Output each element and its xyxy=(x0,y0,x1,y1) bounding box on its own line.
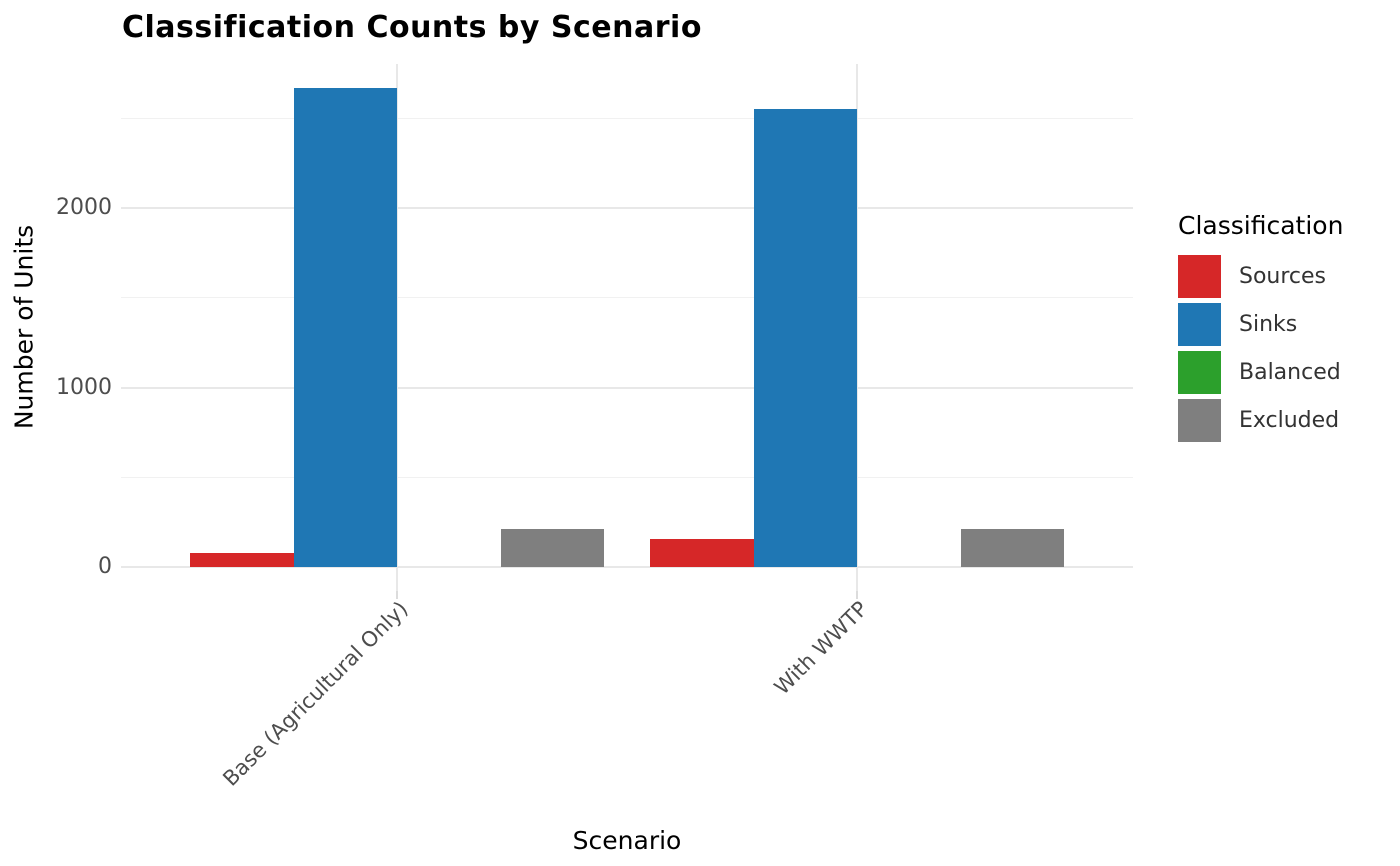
bar-sources-1 xyxy=(650,539,754,568)
y-major-gridline-1000 xyxy=(121,386,1133,389)
legend-entries: Sources Sinks Balanced Excluded xyxy=(1178,255,1343,442)
legend-label-sources: Sources xyxy=(1239,264,1327,289)
legend-swatch-excluded xyxy=(1178,399,1221,442)
y-tick-label-0: 0 xyxy=(98,554,112,580)
legend-label-sinks: Sinks xyxy=(1239,312,1298,337)
legend-entry-balanced: Balanced xyxy=(1178,351,1343,394)
y-minor-gridline-500 xyxy=(121,476,1133,478)
y-tick-label-2000: 2000 xyxy=(56,195,112,221)
y-major-gridline-2000 xyxy=(121,207,1133,210)
legend-entry-excluded: Excluded xyxy=(1178,399,1343,442)
legend-swatch-sinks xyxy=(1178,303,1221,346)
legend-entry-sources: Sources xyxy=(1178,255,1343,298)
y-major-gridline-0 xyxy=(121,566,1133,569)
legend-title: Classification xyxy=(1178,211,1344,240)
bar-sinks-0 xyxy=(293,87,397,568)
bar-excluded-0 xyxy=(500,529,604,568)
legend: Classification Sources Sinks Balanced Exclu… xyxy=(1178,211,1343,447)
legend-swatch-balanced xyxy=(1178,351,1221,394)
legend-swatch-sources xyxy=(1178,255,1221,298)
y-minor-gridline-1500 xyxy=(121,297,1133,299)
legend-label-excluded: Excluded xyxy=(1239,408,1340,433)
y-tick-label-1000: 1000 xyxy=(56,374,112,400)
bar-sinks-1 xyxy=(753,109,857,568)
x-axis-title: Scenario xyxy=(572,826,682,855)
y-minor-gridline-2500 xyxy=(121,117,1133,119)
x-tick-label-0: Base (Agricultural Only) xyxy=(218,596,413,791)
chart-title: Classification Counts by Scenario xyxy=(122,10,702,45)
x-axis-tick-0 xyxy=(396,591,398,599)
bar-excluded-1 xyxy=(960,529,1064,568)
legend-label-balanced: Balanced xyxy=(1239,360,1341,385)
x-major-gridline-0 xyxy=(396,64,398,591)
legend-entry-sinks: Sinks xyxy=(1178,303,1343,346)
x-major-gridline-1 xyxy=(856,64,858,591)
bar-sources-0 xyxy=(190,552,294,568)
x-axis-tick-1 xyxy=(856,591,858,599)
